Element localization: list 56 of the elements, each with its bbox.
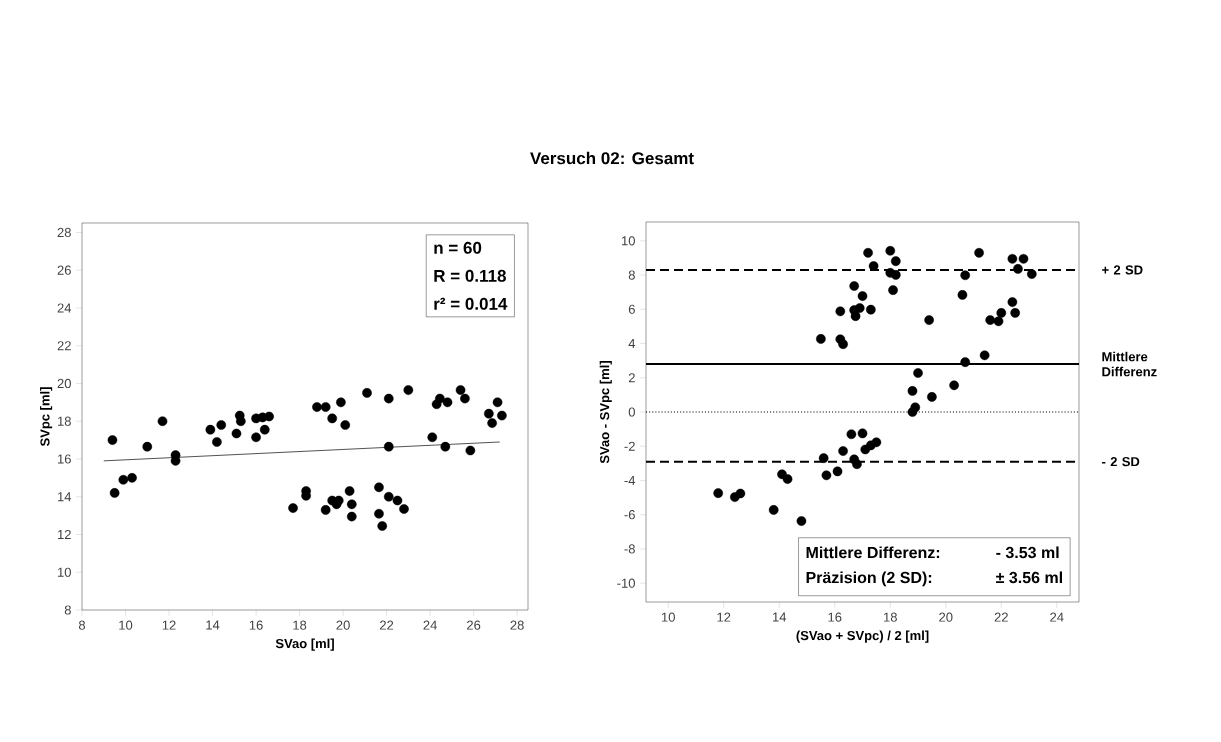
y-tick-label: 2 xyxy=(628,373,635,383)
y-tick-label: 12 xyxy=(57,529,71,540)
text: Versuch 02: Gesamt xyxy=(530,151,694,165)
x-tick-label: 12 xyxy=(162,620,176,630)
x-tick-label: 14 xyxy=(773,612,787,622)
y-tick-label: -8 xyxy=(624,544,635,554)
y-tick-label: 22 xyxy=(57,341,71,351)
x-tick-label: 24 xyxy=(1050,612,1064,622)
y-tick-label: 10 xyxy=(57,567,71,577)
y-axis-title: SVpc [ml] xyxy=(40,387,53,447)
x-tick-label: 26 xyxy=(467,620,481,630)
x-tick-label: 12 xyxy=(717,612,731,622)
x-tick-label: 28 xyxy=(510,620,524,630)
x-tick-label: 16 xyxy=(828,612,842,622)
x-tick-label: 20 xyxy=(939,612,953,622)
x-tick-label: 18 xyxy=(293,620,307,630)
x-tick-label: 22 xyxy=(994,612,1008,622)
y-tick-label: 14 xyxy=(57,492,72,502)
y-tick-label: 0 xyxy=(628,407,635,417)
annotation: ± 3.56 ml xyxy=(996,571,1062,584)
x-tick-label: 14 xyxy=(206,620,220,630)
x-axis-title: (SVao + SVpc) / 2 [ml] xyxy=(796,630,929,643)
x-tick-label: 10 xyxy=(661,612,675,622)
x-tick-label: 20 xyxy=(336,620,350,630)
x-tick-label: 8 xyxy=(78,620,86,630)
y-tick-label: 8 xyxy=(628,270,635,280)
ref-line-label: + 2 SD xyxy=(1102,265,1143,275)
y-tick-label: 8 xyxy=(64,605,71,615)
y-tick-label: -6 xyxy=(624,510,635,520)
ref-line-label: - 2 SD xyxy=(1102,457,1140,467)
x-tick-label: 10 xyxy=(119,620,133,630)
annotation: R = 0.118 xyxy=(434,269,506,282)
x-axis-title: SVao [ml] xyxy=(275,638,334,651)
y-tick-label: -2 xyxy=(624,441,635,451)
x-tick-label: 24 xyxy=(423,620,437,630)
y-tick-label: 16 xyxy=(57,454,71,464)
x-tick-label: 22 xyxy=(380,620,394,630)
y-tick-label: -4 xyxy=(624,476,636,485)
annotation: r² = 0.014 xyxy=(434,297,508,310)
y-tick-label: 10 xyxy=(622,236,635,246)
y-tick-label: 28 xyxy=(57,227,71,238)
annotation: - 3.53 ml xyxy=(996,546,1059,559)
annotation: n = 60 xyxy=(434,241,482,254)
y-tick-label: 18 xyxy=(57,416,71,426)
y-tick-label: 6 xyxy=(628,304,635,314)
y-tick-label: 24 xyxy=(57,303,72,313)
ref-line-label: Mittlere Differenz xyxy=(1102,351,1157,377)
y-tick-label: 20 xyxy=(57,378,71,389)
y-tick-label: -10 xyxy=(617,578,635,588)
x-tick-label: 18 xyxy=(884,612,897,622)
y-tick-label: 26 xyxy=(57,265,71,275)
y-tick-label: 4 xyxy=(628,339,636,349)
annotation: Präzision (2 SD): xyxy=(806,571,932,587)
x-tick-label: 16 xyxy=(249,620,263,630)
annotation: Mittlere Differenz: xyxy=(806,546,940,559)
y-axis-title: SVao - SVpc [ml] xyxy=(599,361,612,464)
